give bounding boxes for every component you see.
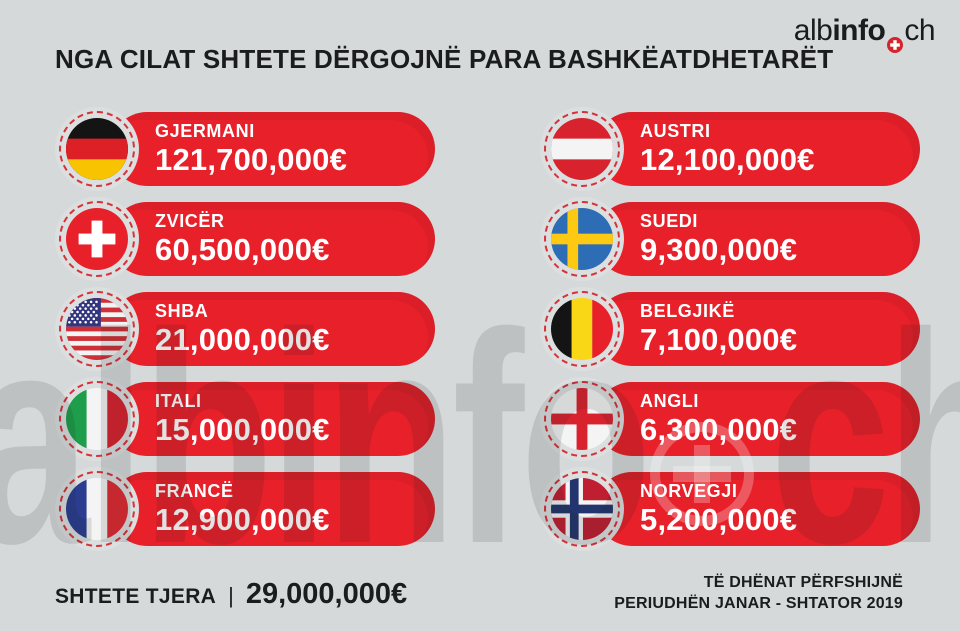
flag-disc <box>55 197 139 281</box>
flag-disc <box>540 467 624 551</box>
country-amount: 12,900,000€ <box>155 501 330 537</box>
flag-disc <box>540 107 624 191</box>
flag-disc <box>55 287 139 371</box>
country-row: ANGLI 6,300,000€ <box>540 377 920 461</box>
period-note: TË DHËNAT PËRFSHIJNË PERIUDHËN JANAR - S… <box>614 572 903 614</box>
dashed-ring <box>544 201 620 277</box>
logo-text-info: info <box>832 14 886 47</box>
brand-logo: alb info ch <box>793 14 935 53</box>
country-pill <box>110 202 435 276</box>
country-pill <box>595 202 920 276</box>
country-labels: GJERMANI 121,700,000€ <box>155 112 427 186</box>
other-countries-label: SHTETE TJERA <box>55 585 217 608</box>
other-countries-amount: 29,000,000€ <box>245 578 408 610</box>
country-amount: 121,700,000€ <box>155 141 348 177</box>
country-name: ITALI <box>155 390 202 411</box>
country-labels: ZVICËR 60,500,000€ <box>155 202 427 276</box>
flag-disc <box>55 467 139 551</box>
dashed-ring <box>544 111 620 187</box>
country-labels: NORVEGJI 5,200,000€ <box>640 472 912 546</box>
country-row: ITALI 15,000,000€ <box>55 377 435 461</box>
dashed-ring <box>59 201 135 277</box>
country-name: GJERMANI <box>155 120 255 141</box>
country-labels: FRANCË 12,900,000€ <box>155 472 427 546</box>
dashed-ring <box>59 381 135 457</box>
country-row: ZVICËR 60,500,000€ <box>55 197 435 281</box>
country-amount: 15,000,000€ <box>155 411 330 447</box>
country-name: FRANCË <box>155 480 234 501</box>
period-note-line1: TË DHËNAT PËRFSHIJNË <box>703 574 903 591</box>
country-pill <box>110 112 435 186</box>
country-labels: SUEDI 9,300,000€ <box>640 202 912 276</box>
other-countries-total: SHTETE TJERA | 29,000,000€ <box>55 578 407 611</box>
country-row: SHBA 21,000,000€ <box>55 287 435 371</box>
country-amount: 21,000,000€ <box>155 321 330 357</box>
country-row: BELGJIKË 7,100,000€ <box>540 287 920 371</box>
country-pill <box>595 382 920 456</box>
dashed-ring <box>544 291 620 367</box>
country-pill <box>110 292 435 366</box>
country-pill <box>595 292 920 366</box>
country-labels: AUSTRI 12,100,000€ <box>640 112 912 186</box>
dashed-ring <box>59 291 135 367</box>
flag-disc <box>55 107 139 191</box>
country-row: GJERMANI 121,700,000€ <box>55 107 435 191</box>
dashed-ring <box>59 111 135 187</box>
country-labels: ITALI 15,000,000€ <box>155 382 427 456</box>
country-labels: ANGLI 6,300,000€ <box>640 382 912 456</box>
dashed-ring <box>544 471 620 547</box>
country-name: BELGJIKË <box>640 300 735 321</box>
country-name: ZVICËR <box>155 210 225 231</box>
page-title: NGA CILAT SHTETE DËRGOJNË PARA BASHKËATD… <box>55 44 834 74</box>
country-name: ANGLI <box>640 390 699 411</box>
flag-disc <box>55 377 139 461</box>
flag-disc <box>540 287 624 371</box>
country-name: NORVEGJI <box>640 480 738 501</box>
separator-bar: | <box>228 583 234 608</box>
dashed-ring <box>544 381 620 457</box>
dashed-ring <box>59 471 135 547</box>
flag-disc <box>540 197 624 281</box>
logo-text-ch: ch <box>904 14 935 47</box>
country-row: FRANCË 12,900,000€ <box>55 467 435 551</box>
country-amount: 6,300,000€ <box>640 411 798 447</box>
country-amount: 9,300,000€ <box>640 231 798 267</box>
logo-text-alb: alb <box>793 14 833 47</box>
country-name: SUEDI <box>640 210 699 231</box>
country-amount: 12,100,000€ <box>640 141 815 177</box>
country-row: AUSTRI 12,100,000€ <box>540 107 920 191</box>
country-pill <box>595 112 920 186</box>
country-pill <box>110 472 435 546</box>
country-row: SUEDI 9,300,000€ <box>540 197 920 281</box>
country-pill <box>110 382 435 456</box>
country-amount: 7,100,000€ <box>640 321 798 357</box>
country-grid: GJERMANI 121,700,000€ ZVICËR 60,500,000€… <box>55 107 920 551</box>
country-amount: 60,500,000€ <box>155 231 330 267</box>
flag-disc <box>540 377 624 461</box>
country-name: AUSTRI <box>640 120 711 141</box>
country-labels: SHBA 21,000,000€ <box>155 292 427 366</box>
country-pill <box>595 472 920 546</box>
country-amount: 5,200,000€ <box>640 501 798 537</box>
country-labels: BELGJIKË 7,100,000€ <box>640 292 912 366</box>
country-row: NORVEGJI 5,200,000€ <box>540 467 920 551</box>
country-name: SHBA <box>155 300 209 321</box>
period-note-line2: PERIUDHËN JANAR - SHTATOR 2019 <box>614 595 903 612</box>
swiss-cross-dot-icon <box>887 29 904 53</box>
